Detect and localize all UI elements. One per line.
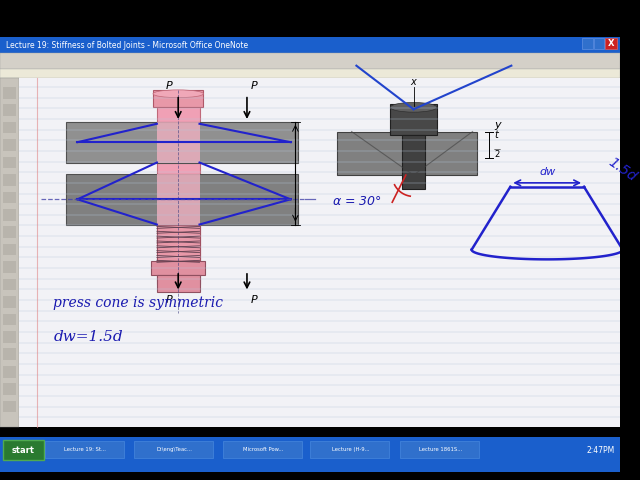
Bar <box>402 135 425 189</box>
Bar <box>3 174 17 186</box>
Bar <box>157 105 200 284</box>
Text: y: y <box>494 120 500 130</box>
Text: x: x <box>411 77 417 87</box>
Bar <box>3 244 17 255</box>
Bar <box>0 36 620 53</box>
Bar <box>400 442 479 458</box>
Text: Lecture 19: Stiffness of Bolted Joints - Microsoft Office OneNote: Lecture 19: Stiffness of Bolted Joints -… <box>6 41 248 50</box>
Bar <box>66 122 298 163</box>
Bar <box>3 401 17 412</box>
Text: Lecture (H-9...: Lecture (H-9... <box>332 447 369 452</box>
Bar <box>45 442 124 458</box>
Text: P: P <box>166 81 172 91</box>
Bar <box>3 279 17 290</box>
Bar <box>3 192 17 203</box>
Bar <box>3 348 17 360</box>
Bar <box>157 174 200 225</box>
Text: dw=1.5d: dw=1.5d <box>53 330 123 344</box>
Text: D:\eng\Teac...: D:\eng\Teac... <box>156 447 192 452</box>
Text: Lecture 19: St...: Lecture 19: St... <box>64 447 106 452</box>
Bar <box>3 87 17 98</box>
Text: Lecture 1861S...: Lecture 1861S... <box>419 447 462 452</box>
Bar <box>3 139 17 151</box>
Bar <box>3 261 17 273</box>
Text: press cone is symmetric: press cone is symmetric <box>53 296 223 310</box>
Text: 1.5d: 1.5d <box>605 155 639 184</box>
Bar <box>3 209 17 221</box>
Bar <box>3 105 17 116</box>
Bar <box>0 8 620 36</box>
Bar <box>3 313 17 325</box>
Bar <box>310 442 389 458</box>
Bar <box>223 442 302 458</box>
Bar <box>153 90 204 108</box>
Bar <box>337 132 477 175</box>
Bar <box>594 37 604 49</box>
Bar <box>605 37 617 49</box>
Bar <box>157 122 200 163</box>
Bar <box>157 225 200 261</box>
Bar <box>151 261 205 275</box>
Bar <box>66 174 298 225</box>
Text: 2:47PM: 2:47PM <box>586 445 614 455</box>
Bar <box>0 69 620 78</box>
Bar <box>3 384 17 395</box>
Bar <box>0 53 620 69</box>
Bar <box>3 366 17 378</box>
Bar <box>3 331 17 343</box>
Bar <box>157 275 200 292</box>
Text: Microsoft Pow...: Microsoft Pow... <box>243 447 284 452</box>
Bar <box>19 78 620 427</box>
Text: P: P <box>166 295 172 305</box>
Bar <box>390 105 436 135</box>
Bar <box>3 296 17 308</box>
Bar <box>3 441 44 460</box>
Text: $\alpha$ = 30$\degree$: $\alpha$ = 30$\degree$ <box>332 195 382 208</box>
Bar <box>3 122 17 133</box>
Text: 2: 2 <box>494 150 499 159</box>
Text: P: P <box>251 295 257 305</box>
Text: P: P <box>251 81 257 91</box>
Bar <box>3 227 17 238</box>
Ellipse shape <box>153 90 204 97</box>
Bar <box>582 37 593 49</box>
Bar <box>134 442 213 458</box>
Text: t: t <box>494 130 498 140</box>
Ellipse shape <box>390 102 436 112</box>
Text: dw: dw <box>539 167 556 177</box>
Text: —: — <box>494 146 501 152</box>
Bar <box>0 78 19 427</box>
Text: X: X <box>608 39 614 48</box>
Text: start: start <box>12 445 35 455</box>
Bar <box>3 156 17 168</box>
Bar <box>0 437 620 472</box>
